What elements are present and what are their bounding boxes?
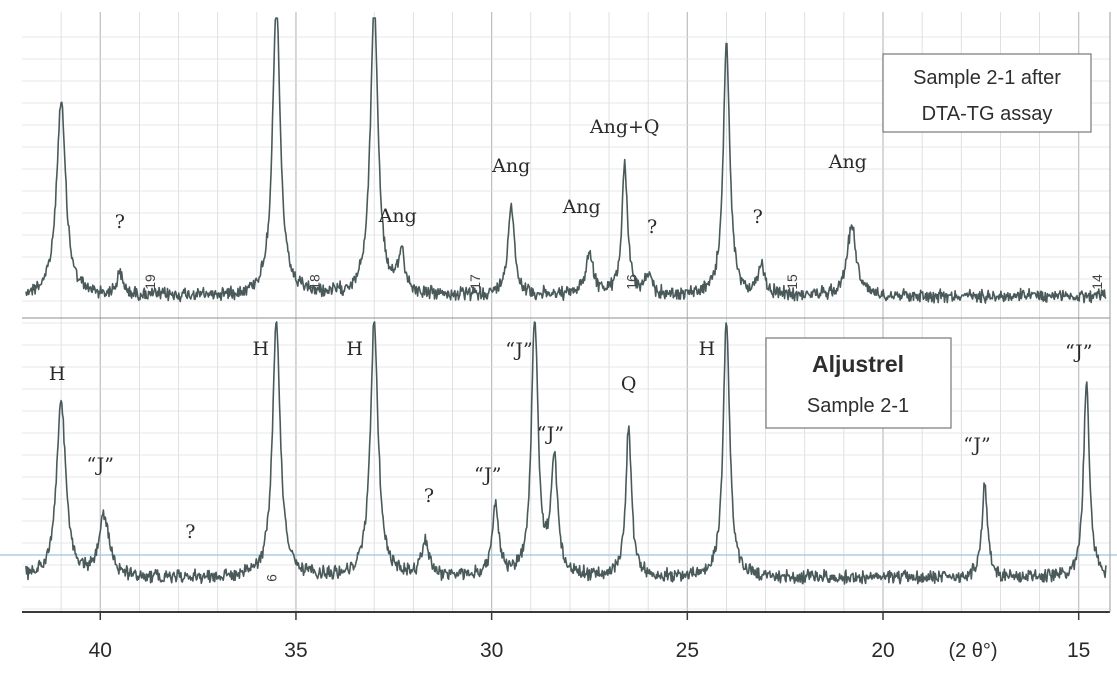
lower-legend-box xyxy=(765,337,952,429)
x-tick-label: 40 xyxy=(89,639,112,662)
x-axis-ticks: 40 35 30 25 20 15 xyxy=(89,612,1090,662)
lower-peak-label: ? xyxy=(424,485,434,507)
x-tick-label: 20 xyxy=(871,639,894,662)
upper-axis-marker: 19 xyxy=(142,274,158,290)
grid xyxy=(0,12,1117,612)
upper-peak-label: ? xyxy=(753,206,763,228)
upper-axis-marker: 16 xyxy=(623,274,639,290)
lower-legend-line-2: Sample 2-1 xyxy=(807,395,909,417)
lower-peak-label: “J” xyxy=(1065,341,1092,363)
legend-boxes: Sample 2-1 after DTA-TG assay Aljustrel Sam… xyxy=(765,53,1092,429)
lower-legend-line-1: Aljustrel xyxy=(812,351,904,377)
upper-peak-label: ? xyxy=(115,211,125,233)
upper-axis-marker: 18 xyxy=(306,274,322,290)
lower-peak-label: “J” xyxy=(474,464,501,486)
lower-peak-label: Q xyxy=(621,373,637,395)
lower-peak-label: “J” xyxy=(963,434,990,456)
x-tick-label: 25 xyxy=(676,639,699,662)
upper-axis-marker: 15 xyxy=(784,274,800,290)
lower-peak-label: ? xyxy=(185,521,195,543)
upper-legend-line-1: Sample 2-1 after xyxy=(913,67,1061,89)
lower-axis-marker: 6 xyxy=(263,574,279,582)
lower-peak-label: H xyxy=(346,338,363,360)
upper-axis-marker: 14 xyxy=(1089,274,1105,290)
upper-peak-label: Ang xyxy=(378,205,417,227)
plot-frame xyxy=(22,12,1111,613)
x-tick-label: 15 xyxy=(1067,639,1090,662)
upper-legend-line-2: DTA-TG assay xyxy=(922,103,1053,125)
peak-labels: ? Ang Ang Ang Ang+Q? ? Ang H “J”? H H? “J” “J” “J” Q H “… xyxy=(49,116,1105,582)
upper-peak-label: Ang xyxy=(562,196,601,218)
upper-peak-label: Ang xyxy=(491,155,530,177)
lower-series-line xyxy=(25,321,1107,585)
lower-peak-label: H xyxy=(49,363,66,385)
lower-peak-label: “J” xyxy=(505,339,532,361)
lower-peak-label: H xyxy=(699,338,716,360)
lower-peak-label: “J” xyxy=(87,454,114,476)
lower-peak-label: “J” xyxy=(537,423,564,445)
series-traces xyxy=(25,17,1107,585)
x-axis-unit-label: (2 θ°) xyxy=(948,640,997,662)
upper-axis-marker: 17 xyxy=(467,274,483,290)
upper-peak-label: Ang xyxy=(828,151,867,173)
lower-peak-label: H xyxy=(252,338,269,360)
upper-series-line xyxy=(25,17,1107,304)
upper-peak-label: ? xyxy=(647,216,657,238)
x-tick-label: 35 xyxy=(284,639,307,662)
upper-legend-box xyxy=(882,53,1092,133)
upper-peak-label: Ang+Q xyxy=(589,116,660,138)
x-tick-label: 30 xyxy=(480,639,503,662)
